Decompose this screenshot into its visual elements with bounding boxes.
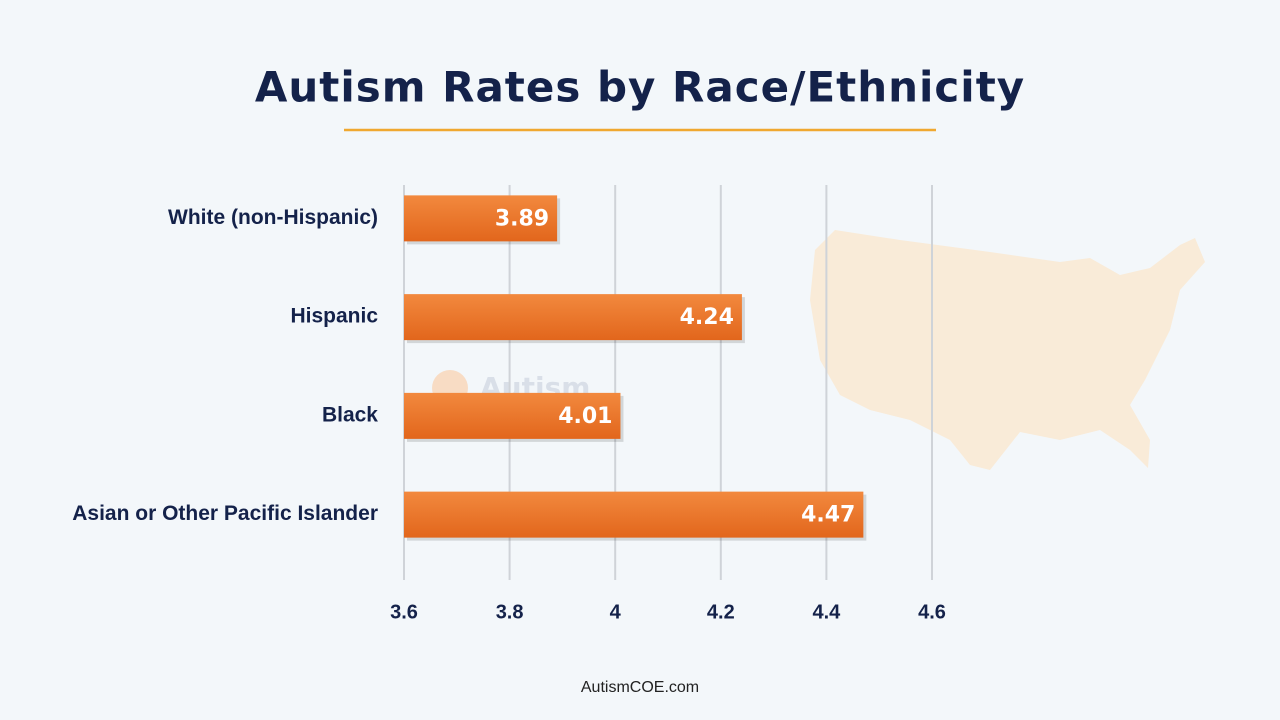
y-tick-label: Hispanic (290, 305, 378, 328)
value-label: 4.01 (558, 404, 612, 429)
bar (404, 294, 742, 341)
x-tick-label: 4.4 (812, 601, 841, 623)
footer: AutismCOE.com (581, 679, 699, 696)
x-tick-label: 4 (610, 601, 622, 623)
bar (404, 491, 864, 538)
bar (404, 195, 558, 242)
y-tick-label: Black (322, 403, 378, 426)
y-tick-label: Asian or Other Pacific Islander (72, 502, 378, 525)
value-label: 4.47 (801, 503, 855, 528)
value-label: 4.24 (680, 305, 734, 330)
bar (404, 392, 621, 439)
x-tick-label: 3.8 (496, 601, 524, 623)
y-tick-label: White (non-Hispanic) (168, 206, 378, 229)
value-label: 3.89 (495, 206, 549, 231)
x-tick-label: 4.2 (707, 601, 735, 623)
map-silhouette (810, 230, 1205, 470)
chart-title: Autism Rates by Race/Ethnicity (255, 63, 1025, 112)
x-tick-label: 3.6 (390, 601, 418, 623)
x-tick-label: 4.6 (918, 601, 946, 623)
